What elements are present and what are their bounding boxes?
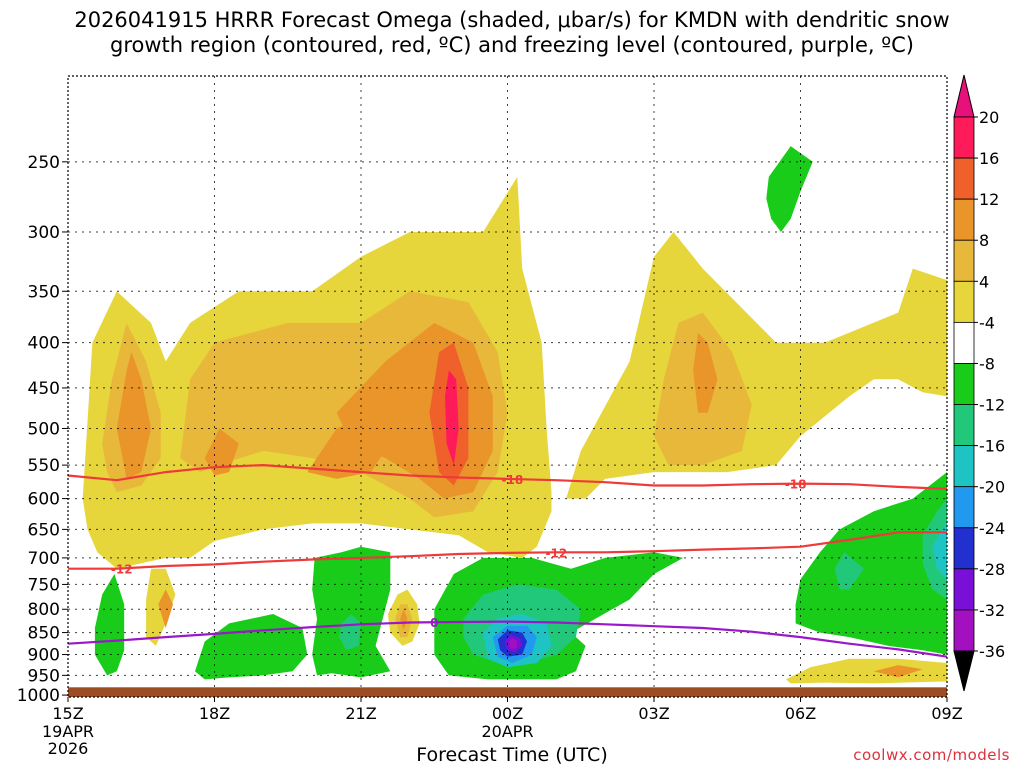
colorbar-segment-6: [953, 363, 975, 405]
omega-region-10: [204, 428, 239, 476]
x-tick-label-21Z: 21Z: [345, 704, 376, 723]
colorbar-label-9: -20: [979, 478, 1005, 497]
colorbar-segment-5: [953, 321, 975, 364]
omega-region-34: [508, 638, 518, 649]
y-tick-label-600: 600: [28, 490, 60, 510]
y-tick-label-550: 550: [28, 456, 60, 476]
plot-frame: [67, 75, 948, 698]
contour-line--18: [67, 463, 948, 490]
colorbar-label-3: 8: [979, 231, 989, 250]
colorbar-bottom-arrow: [953, 650, 975, 692]
y-tick-label-850: 850: [28, 624, 60, 644]
contour-label--12-0: -12: [111, 562, 133, 576]
colorbar-top-arrow: [953, 74, 975, 118]
colorbar-segment-0: [953, 116, 975, 159]
omega-region-3: [785, 658, 947, 684]
omega-region-30: [932, 523, 947, 580]
x-tick-label-15Z: 15Z: [52, 704, 83, 723]
x-tick-label-18Z: 18Z: [199, 704, 230, 723]
x-axis-label: Forecast Time (UTC): [416, 744, 608, 766]
x-tick-label-06Z: 06Z: [785, 704, 816, 723]
contour-line-0: [67, 620, 948, 658]
colorbar-segment-12: [953, 609, 975, 652]
y-tick-label-300: 300: [28, 223, 60, 243]
colorbar-label-12: -32: [979, 601, 1005, 620]
y-tick-label-250: 250: [28, 153, 60, 173]
omega-region-12: [873, 665, 923, 678]
colorbar-segment-8: [953, 445, 975, 488]
colorbar-segment-2: [953, 198, 975, 241]
omega-region-19: [94, 574, 125, 676]
omega-region-11: [158, 589, 173, 628]
colorbar-label-4: 4: [979, 272, 989, 291]
ground-bar: [68, 687, 947, 697]
y-tick-label-650: 650: [28, 520, 60, 540]
omega-region-18: [400, 609, 408, 631]
y-tick-label-750: 750: [28, 575, 60, 595]
colorbar-segment-11: [953, 568, 975, 611]
colorbar-label-2: 12: [979, 190, 999, 209]
contour-label--18-1: -18: [785, 478, 807, 492]
x-tick-label-00Z: 00Z: [492, 704, 523, 723]
x-tick-sublabel-15Z-0: 19APR: [42, 722, 94, 741]
credit-text[interactable]: coolwx.com/models: [853, 746, 1010, 764]
omega-region-1: [566, 232, 947, 499]
chart-title-line-2: growth region (contoured, red, ºC) and f…: [110, 33, 914, 57]
y-tick-label-500: 500: [28, 419, 60, 439]
x-tick-label-09Z: 09Z: [931, 704, 962, 723]
colorbar-segment-4: [953, 280, 975, 323]
contour-label--18-0: -18: [502, 473, 524, 487]
colorbar-label-6: -8: [979, 354, 995, 373]
colorbar-segment-9: [953, 486, 975, 529]
colorbar-label-10: -24: [979, 519, 1005, 538]
colorbar-label-8: -16: [979, 437, 1005, 456]
contour-label-0-0: 0: [430, 616, 438, 630]
colorbar-label-13: -36: [979, 642, 1005, 661]
omega-region-15: [445, 370, 459, 466]
contour-line--12: [68, 531, 947, 570]
y-tick-label-450: 450: [28, 379, 60, 399]
omega-region-7: [116, 352, 151, 479]
colorbar-label-1: 16: [979, 149, 999, 168]
omega-region-24: [766, 146, 813, 232]
y-tick-label-800: 800: [28, 600, 60, 620]
chart-title-line-1: 2026041915 HRRR Forecast Omega (shaded, …: [74, 8, 950, 32]
omega-region-27: [834, 552, 864, 590]
colorbar-label-0: 20: [979, 108, 999, 127]
y-tick-label-700: 700: [28, 549, 60, 569]
omega-region-26: [339, 614, 361, 651]
x-tick-sublabel-00Z-0: 20APR: [481, 722, 533, 741]
omega-region-21: [312, 546, 391, 678]
omega-region-20: [195, 614, 308, 680]
y-tick-label-950: 950: [28, 666, 60, 686]
colorbar-label-7: -12: [979, 396, 1005, 415]
y-tick-label-900: 900: [28, 646, 60, 666]
y-tick-label-400: 400: [28, 334, 60, 354]
colorbar-segment-1: [953, 157, 975, 200]
contour-label--12-1: -12: [545, 546, 567, 560]
colorbar-segment-10: [953, 527, 975, 570]
omega-region-13: [307, 412, 391, 479]
omega-region-9: [693, 332, 718, 413]
y-tick-label-350: 350: [28, 282, 60, 302]
y-tick-label-1000: 1000: [17, 686, 60, 706]
colorbar-label-5: -4: [979, 313, 995, 332]
colorbar-segment-3: [953, 239, 975, 282]
x-tick-sublabel-15Z-1: 2026: [48, 739, 89, 758]
colorbar-segment-7: [953, 404, 975, 447]
x-tick-label-03Z: 03Z: [638, 704, 669, 723]
colorbar-label-11: -28: [979, 560, 1005, 579]
